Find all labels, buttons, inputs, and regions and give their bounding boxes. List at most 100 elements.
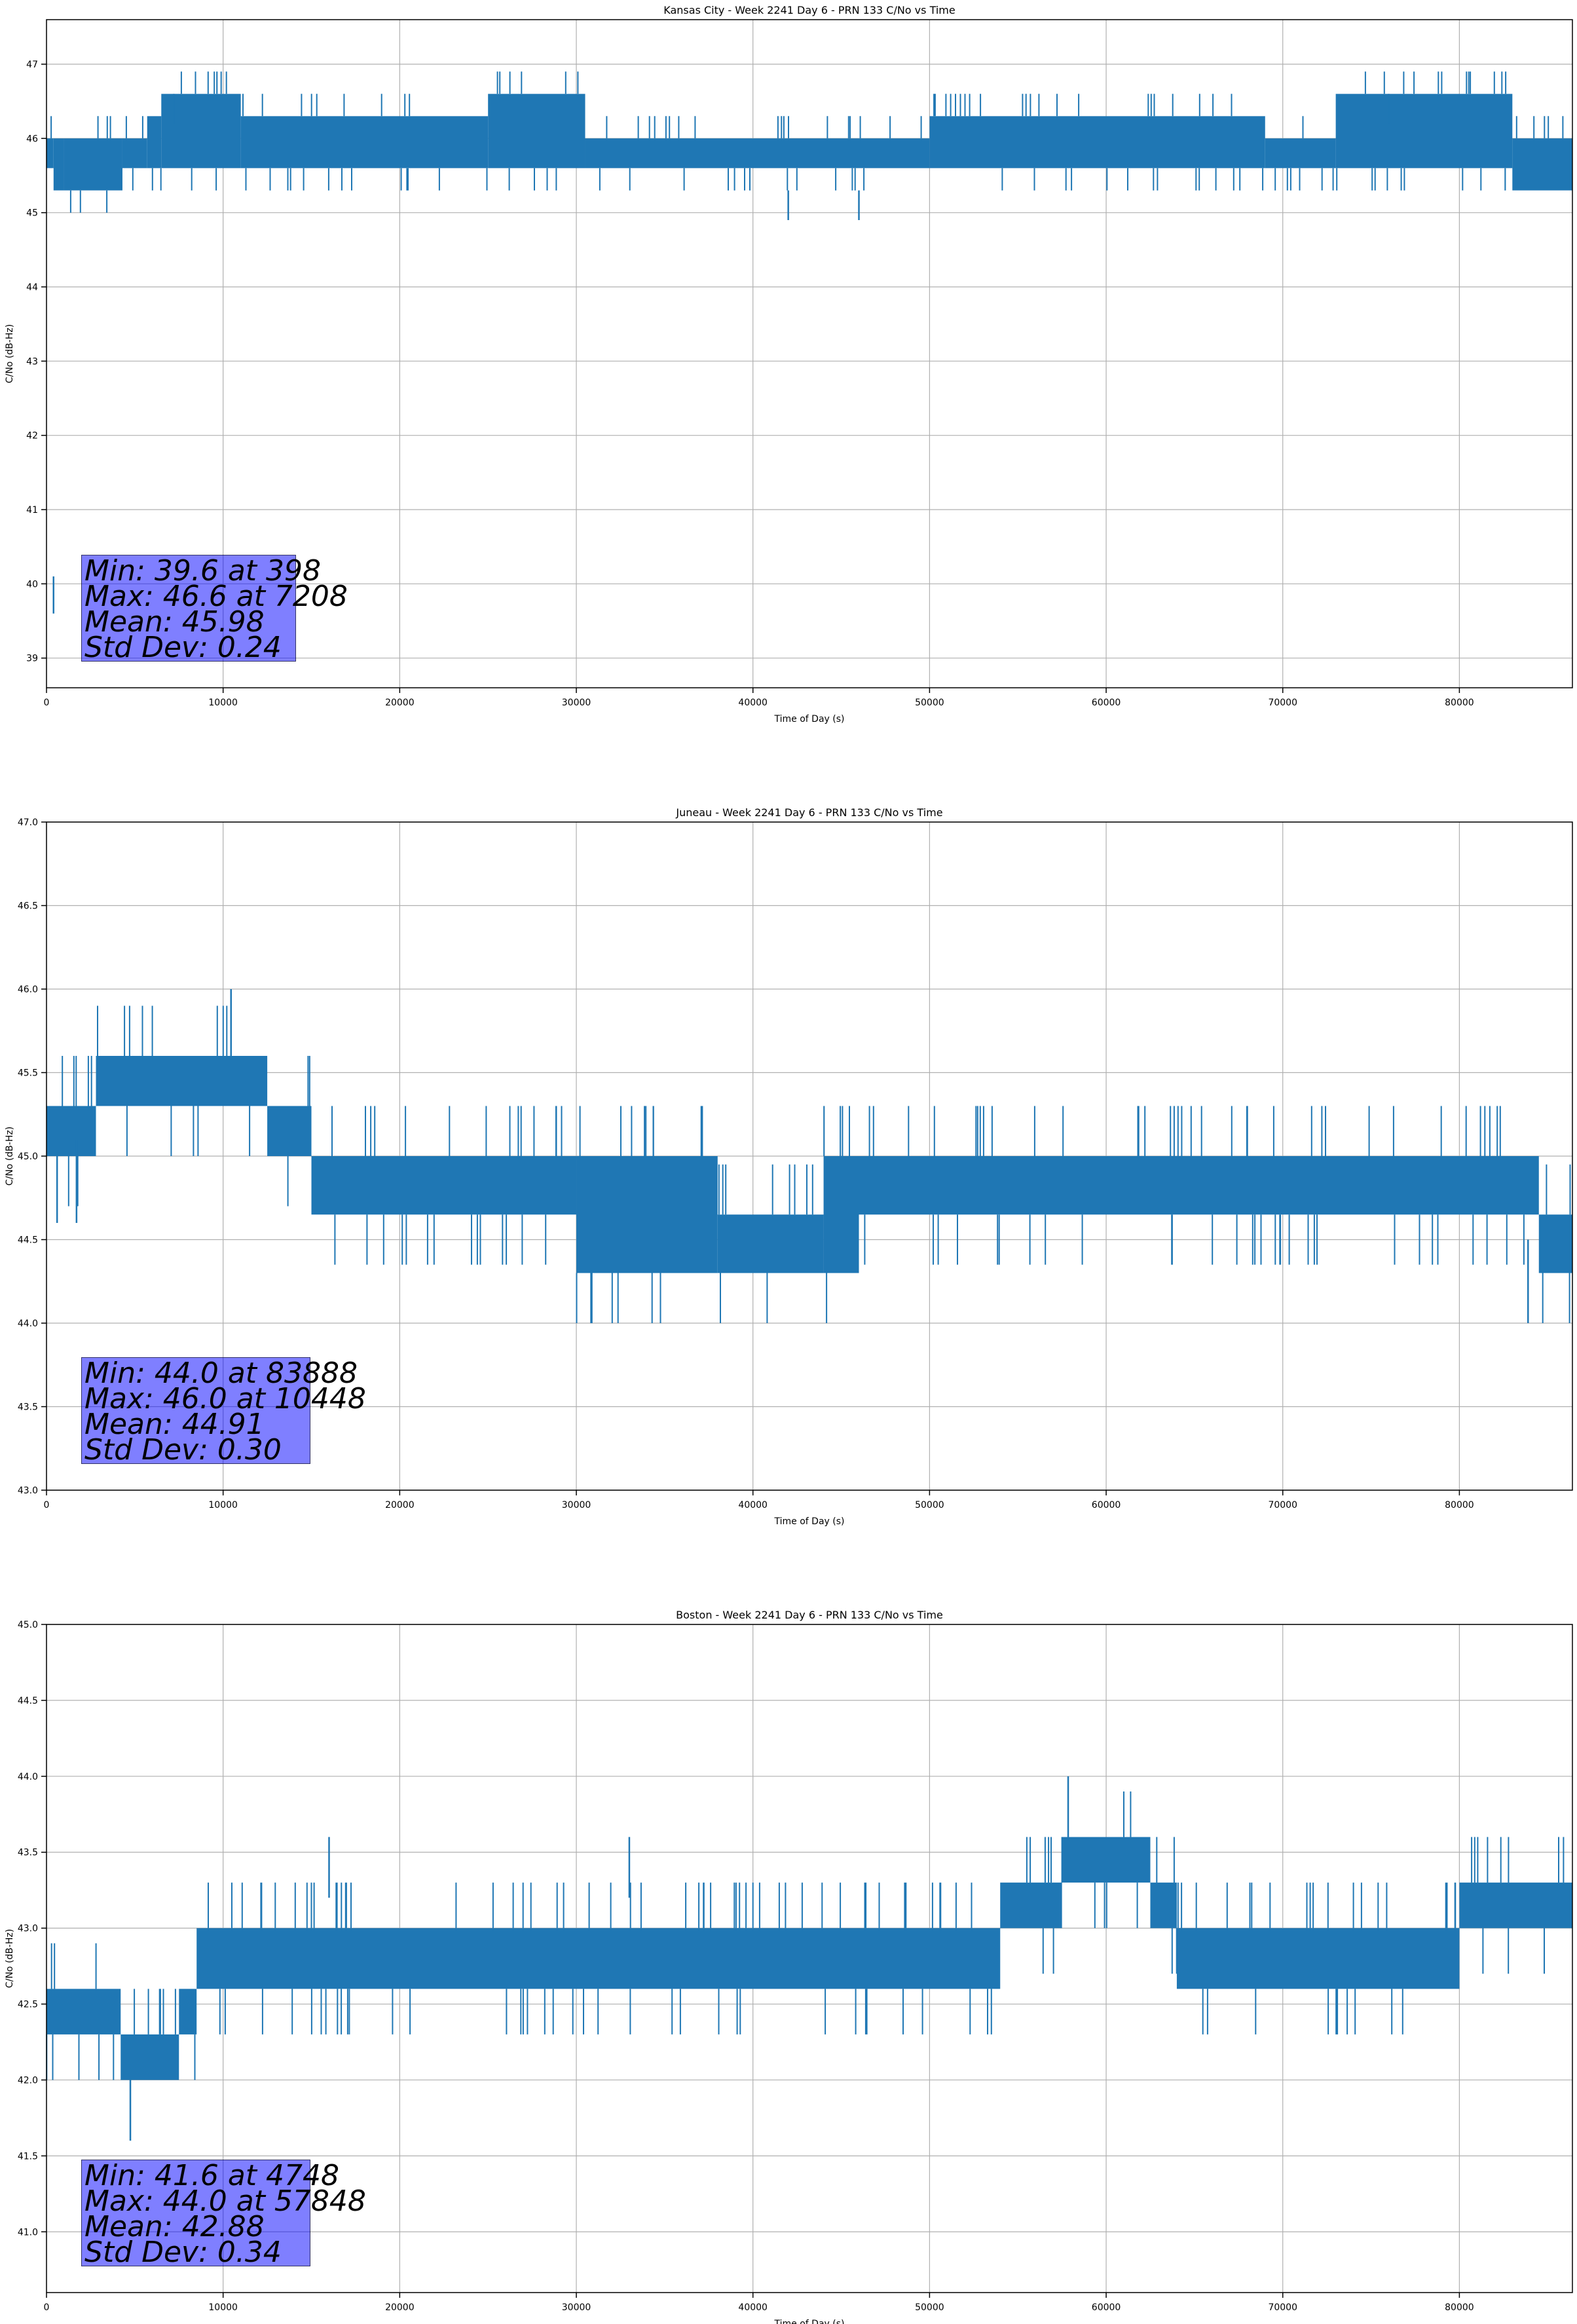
x-tick-label: 20000 xyxy=(385,2302,415,2313)
x-tick-label: 60000 xyxy=(1092,2302,1121,2313)
y-tick-label: 43.5 xyxy=(18,1402,38,1413)
data-band xyxy=(1062,1837,1151,1883)
x-tick-label: 40000 xyxy=(738,1500,768,1510)
data-excursions xyxy=(1542,1164,1571,1323)
data-excursions xyxy=(1274,116,1334,191)
stats-box-kansas-city: Min: 39.6 at 398 Max: 46.6 at 7208 Mean:… xyxy=(81,555,348,662)
data-band xyxy=(1459,1883,1572,1928)
data-band xyxy=(717,1214,824,1273)
data-band xyxy=(1512,138,1572,191)
x-tick-label: 50000 xyxy=(915,1500,944,1510)
stat-max: Max: 46.6 at 7208 xyxy=(84,580,348,613)
data-band xyxy=(147,116,162,168)
y-tick-label: 45.0 xyxy=(18,1620,38,1630)
y-axis-label: C/No (dB-Hz) xyxy=(5,1929,15,1988)
data-band xyxy=(585,138,930,168)
y-tick-label: 45.0 xyxy=(18,1152,38,1162)
y-tick-label: 44.5 xyxy=(18,1696,38,1706)
data-band xyxy=(823,1156,859,1273)
data-excursions xyxy=(208,1883,992,2034)
data-band xyxy=(96,1056,268,1106)
y-tick-label: 44.0 xyxy=(18,1319,38,1329)
x-tick-label: 80000 xyxy=(1445,2302,1474,2313)
data-band xyxy=(240,116,489,168)
data-band xyxy=(929,116,1265,168)
x-tick-label: 60000 xyxy=(1092,698,1121,708)
x-tick-label: 0 xyxy=(44,1500,50,1510)
data-excursions xyxy=(599,116,922,191)
x-axis-label: Time of Day (s) xyxy=(774,1516,845,1527)
chart-panel-1: 0 10000 20000 30000 40000 50000 60000 70000 8000… xyxy=(5,806,1573,1527)
y-tick-label: 39 xyxy=(26,654,38,664)
series-line xyxy=(46,71,1572,614)
y-tick-label: 45.5 xyxy=(18,1068,38,1079)
x-tick-label: 20000 xyxy=(385,1500,415,1510)
data-excursions xyxy=(496,71,579,191)
data-band xyxy=(1335,94,1513,168)
y-tick-label: 43.0 xyxy=(18,1486,38,1496)
stat-mean: Mean: 44.91 xyxy=(84,1408,265,1441)
data-band xyxy=(46,138,54,168)
y-tick-label: 46 xyxy=(26,134,38,144)
data-excursions xyxy=(62,1056,92,1207)
x-tick-label: 20000 xyxy=(385,698,415,708)
y-tick-label: 47.0 xyxy=(18,817,38,828)
data-band xyxy=(311,1156,577,1215)
y-tick-label: 44.0 xyxy=(18,1772,38,1782)
y-tick-label: 45 xyxy=(26,208,38,219)
data-excursions xyxy=(287,1056,310,1207)
data-excursions xyxy=(1515,116,1564,139)
data-excursions xyxy=(1094,1791,1138,1928)
data-band xyxy=(196,1928,1001,1989)
data-band xyxy=(179,1989,197,2034)
data-excursions xyxy=(180,71,227,191)
data-band xyxy=(53,138,64,191)
x-tick-label: 70000 xyxy=(1268,2302,1297,2313)
data-excursions xyxy=(69,116,111,213)
data-excursions xyxy=(1156,1837,1178,1974)
x-axis-label: Time of Day (s) xyxy=(774,2319,845,2324)
y-tick-label: 43.0 xyxy=(18,1924,38,1934)
x-tick-label: 40000 xyxy=(738,698,768,708)
stat-mean: Mean: 42.88 xyxy=(84,2210,265,2243)
y-tick-label: 43.5 xyxy=(18,1848,38,1858)
data-excursions xyxy=(331,1106,563,1265)
stat-mean: Mean: 45.98 xyxy=(84,605,265,639)
data-band xyxy=(121,2034,179,2080)
data-band xyxy=(1176,1928,1460,1989)
y-tick-label: 42.5 xyxy=(18,2000,38,2010)
x-tick-label: 40000 xyxy=(738,2302,768,2313)
y-tick-label: 40 xyxy=(26,579,38,590)
stat-min: Min: 41.6 at 4748 xyxy=(84,2159,340,2192)
x-tick-label: 10000 xyxy=(208,2302,238,2313)
data-excursions xyxy=(242,94,488,191)
x-tick-label: 80000 xyxy=(1445,698,1474,708)
x-tick-label: 10000 xyxy=(208,698,238,708)
axes-frame xyxy=(46,1624,1573,2293)
data-excursions xyxy=(823,1106,850,1323)
x-tick-label: 60000 xyxy=(1092,1500,1121,1510)
chart-panel-0: 0 10000 20000 30000 40000 50000 60000 70000 8000… xyxy=(5,4,1573,724)
x-tick-label: 30000 xyxy=(562,2302,591,2313)
chart-panel-2: 0 10000 20000 30000 40000 50000 60000 70000 8000… xyxy=(5,1609,1573,2324)
y-tick-label: 43 xyxy=(26,356,38,367)
data-excursions xyxy=(1026,1837,1063,1974)
data-excursions xyxy=(576,1106,703,1323)
data-band xyxy=(267,1106,312,1156)
chart-title: Juneau - Week 2241 Day 6 - PRN 133 C/No … xyxy=(675,806,942,819)
data-excursions xyxy=(864,1106,1525,1265)
data-band xyxy=(859,1156,1539,1215)
y-axis-label: C/No (dB-Hz) xyxy=(5,324,15,383)
y-tick-label: 41 xyxy=(26,505,38,515)
data-excursions xyxy=(933,94,1264,191)
data-band xyxy=(122,138,147,168)
x-tick-label: 70000 xyxy=(1268,1500,1297,1510)
chart-title: Boston - Week 2241 Day 6 - PRN 133 C/No … xyxy=(676,1609,943,1621)
x-axis-label: Time of Day (s) xyxy=(774,714,845,724)
series-line xyxy=(46,989,1572,1323)
stat-max: Max: 46.0 at 10448 xyxy=(84,1382,366,1415)
x-tick-label: 30000 xyxy=(562,698,591,708)
x-tick-label: 70000 xyxy=(1268,698,1297,708)
